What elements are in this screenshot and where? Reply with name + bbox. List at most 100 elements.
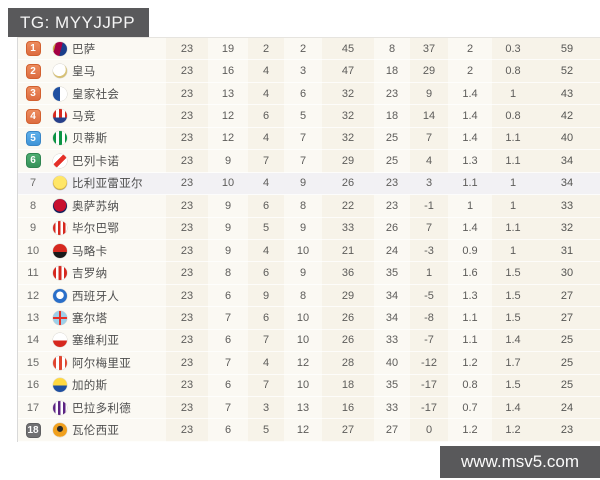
stat-goal-diff: -1: [410, 195, 448, 218]
stat-avg-against: 1: [492, 172, 534, 196]
table-row[interactable]: 16 加的斯 23 6 7 10 18 35 -17 0.8 1.5 25: [18, 374, 600, 397]
rank-number: 14: [26, 334, 40, 347]
stat-goal-diff: 1: [410, 262, 448, 285]
stat-goals-against: 24: [374, 239, 410, 263]
stat-drawn: 4: [248, 82, 284, 106]
rank-number: 9: [29, 222, 37, 235]
stat-avg-against: 1.2: [492, 419, 534, 442]
table-row[interactable]: 18 瓦伦西亚 23 6 5 12 27 27 0 1.2 1.2 23: [18, 419, 600, 442]
team-name: 马略卡: [72, 239, 166, 263]
stat-points: 23: [534, 419, 600, 442]
stat-points: 25: [534, 352, 600, 375]
rank-cell: 16: [18, 374, 48, 397]
stat-goals-for: 29: [322, 150, 374, 173]
stat-goals-against: 8: [374, 38, 410, 61]
stat-avg-for: 1.6: [448, 262, 492, 285]
table-row[interactable]: 17 巴拉多利德 23 7 3 13 16 33 -17 0.7 1.4 24: [18, 397, 600, 420]
rank-number: 10: [26, 244, 40, 257]
stat-goal-diff: 37: [410, 38, 448, 61]
stat-avg-against: 0.8: [492, 60, 534, 83]
stat-goals-for: 32: [322, 105, 374, 128]
stat-drawn: 6: [248, 195, 284, 218]
stat-played: 23: [166, 352, 208, 375]
stat-drawn: 4: [248, 352, 284, 375]
table-row[interactable]: 15 阿尔梅里亚 23 7 4 12 28 40 -12 1.2 1.7 25: [18, 352, 600, 375]
stat-won: 7: [208, 352, 248, 375]
stat-won: 9: [208, 195, 248, 218]
table-row[interactable]: 8 奥萨苏纳 23 9 6 8 22 23 -1 1 1 33: [18, 195, 600, 218]
rank-number: 8: [29, 199, 37, 212]
team-name: 贝蒂斯: [72, 127, 166, 151]
stat-avg-against: 1.4: [492, 397, 534, 420]
table-row[interactable]: 14 塞维利亚 23 6 7 10 26 33 -7 1.1 1.4 25: [18, 329, 600, 353]
table-row[interactable]: 4 马竞 23 12 6 5 32 18 14 1.4 0.8 42: [18, 105, 600, 128]
stat-won: 9: [208, 239, 248, 263]
table-row[interactable]: 9 毕尔巴鄂 23 9 5 9 33 26 7 1.4 1.1 32: [18, 217, 600, 240]
stat-goals-for: 26: [322, 307, 374, 330]
team-name: 塞维利亚: [72, 329, 166, 353]
league-standings-table: 1 巴萨 23 19 2 2 45 8 37 2 0.3 59 2 皇马 23 16 4 3 47 18 29 2 0.8 5…: [17, 37, 600, 442]
stat-avg-for: 1.1: [448, 172, 492, 196]
stat-avg-for: 0.8: [448, 374, 492, 397]
stat-points: 25: [534, 329, 600, 353]
stat-played: 23: [166, 217, 208, 240]
telegram-banner: TG: MYYJJPP: [8, 8, 150, 37]
rank-number: 17: [26, 401, 40, 414]
stat-points: 59: [534, 38, 600, 61]
real-madrid-crest-icon: [53, 64, 67, 79]
team-name: 毕尔巴鄂: [72, 217, 166, 240]
stat-goal-diff: 29: [410, 60, 448, 83]
stat-avg-for: 1.4: [448, 217, 492, 240]
stat-avg-for: 1.2: [448, 419, 492, 442]
table-row[interactable]: 1 巴萨 23 19 2 2 45 8 37 2 0.3 59: [18, 38, 600, 61]
stat-avg-for: 0.9: [448, 239, 492, 263]
stat-won: 16: [208, 60, 248, 83]
crest-cell: [48, 38, 72, 61]
stat-avg-for: 2: [448, 60, 492, 83]
rank-cell: 11: [18, 262, 48, 285]
rank-number: 16: [26, 379, 40, 392]
stat-won: 9: [208, 150, 248, 173]
table-row[interactable]: 7 比利亚雷亚尔 23 10 4 9 26 23 3 1.1 1 34: [18, 172, 600, 196]
team-name: 加的斯: [72, 374, 166, 397]
stat-played: 23: [166, 419, 208, 442]
crest-cell: [48, 397, 72, 420]
team-name: 巴萨: [72, 38, 166, 61]
table-row[interactable]: 2 皇马 23 16 4 3 47 18 29 2 0.8 52: [18, 60, 600, 83]
table-row[interactable]: 5 贝蒂斯 23 12 4 7 32 25 7 1.4 1.1 40: [18, 127, 600, 151]
crest-cell: [48, 195, 72, 218]
stat-goals-against: 27: [374, 419, 410, 442]
table-row[interactable]: 11 吉罗纳 23 8 6 9 36 35 1 1.6 1.5 30: [18, 262, 600, 285]
stat-goals-for: 26: [322, 329, 374, 353]
stat-drawn: 7: [248, 150, 284, 173]
team-name: 巴拉多利德: [72, 397, 166, 420]
rank-cell: 17: [18, 397, 48, 420]
stat-avg-for: 1.2: [448, 352, 492, 375]
stat-goal-diff: 7: [410, 127, 448, 151]
stat-lost: 3: [284, 60, 322, 83]
table-row[interactable]: 3 皇家社会 23 13 4 6 32 23 9 1.4 1 43: [18, 82, 600, 106]
stat-goals-against: 25: [374, 127, 410, 151]
table-row[interactable]: 6 巴列卡诺 23 9 7 7 29 25 4 1.3 1.1 34: [18, 150, 600, 173]
stat-drawn: 4: [248, 172, 284, 196]
stat-lost: 12: [284, 419, 322, 442]
stat-won: 19: [208, 38, 248, 61]
rank-badge: 4: [25, 108, 41, 124]
rank-number: 15: [26, 356, 40, 369]
stat-drawn: 6: [248, 105, 284, 128]
stat-avg-for: 1.4: [448, 127, 492, 151]
stat-goals-for: 33: [322, 217, 374, 240]
stat-goals-for: 36: [322, 262, 374, 285]
stat-avg-for: 1.1: [448, 307, 492, 330]
crest-cell: [48, 329, 72, 353]
villarreal-crest-icon: [53, 176, 67, 191]
table-row[interactable]: 10 马略卡 23 9 4 10 21 24 -3 0.9 1 31: [18, 239, 600, 263]
stat-played: 23: [166, 397, 208, 420]
stat-goals-against: 25: [374, 150, 410, 173]
rank-badge: 2: [25, 63, 41, 79]
table-row[interactable]: 13 塞尔塔 23 7 6 10 26 34 -8 1.1 1.5 27: [18, 307, 600, 330]
telegram-banner-text: TG: MYYJJPP: [20, 12, 136, 32]
stat-points: 52: [534, 60, 600, 83]
stat-lost: 10: [284, 239, 322, 263]
table-row[interactable]: 12 西班牙人 23 6 9 8 29 34 -5 1.3 1.5 27: [18, 284, 600, 308]
